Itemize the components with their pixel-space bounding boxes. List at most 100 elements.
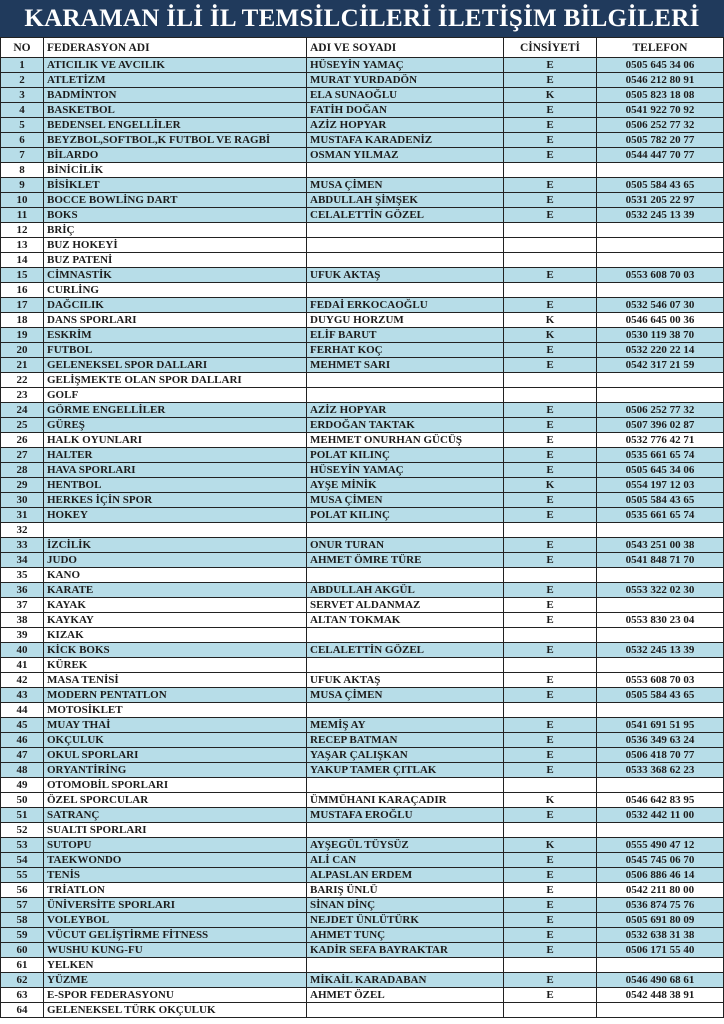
gender-cell	[503, 372, 597, 388]
gender-cell	[503, 627, 597, 643]
table-row: 44 MOTOSİKLET	[0, 702, 724, 718]
federation-name-cell: E-SPOR FEDERASYONU	[43, 987, 307, 1003]
representative-name-cell: SERVET ALDANMAZ	[306, 597, 504, 613]
federation-name-cell: HAVA SPORLARI	[43, 462, 307, 478]
gender-cell: E	[503, 807, 597, 823]
gender-cell: K	[503, 87, 597, 103]
phone-number-cell: 0554 197 12 03	[596, 477, 724, 493]
gender-cell	[503, 252, 597, 268]
gender-cell: E	[503, 927, 597, 943]
table-row: 1 ATICILIK VE AVCILIK HÜSEYİN YAMAÇ E 0505 6…	[0, 57, 724, 73]
federation-name-cell: BASKETBOL	[43, 102, 307, 118]
phone-number-cell: 0506 171 55 40	[596, 942, 724, 958]
header-federation: FEDERASYON ADI	[43, 37, 307, 58]
table-row: 64 GELENEKSEL TÜRK OKÇULUK	[0, 1002, 724, 1018]
phone-number-cell: 0541 922 70 92	[596, 102, 724, 118]
representative-name-cell: ÜMMÜHANI KARAÇADIR	[306, 792, 504, 808]
row-no-cell: 61	[0, 957, 44, 973]
row-no-cell: 42	[0, 672, 44, 688]
phone-number-cell	[596, 567, 724, 583]
representative-name-cell	[306, 1002, 504, 1018]
table-row: 12 BRİÇ	[0, 222, 724, 238]
table-row: 54 TAEKWONDO ALİ CAN E 0545 745 06 70	[0, 852, 724, 868]
row-no-cell: 4	[0, 102, 44, 118]
table-row: 46 OKÇULUK RECEP BATMAN E 0536 349 63 24	[0, 732, 724, 748]
gender-cell: E	[503, 117, 597, 133]
gender-cell: E	[503, 447, 597, 463]
federation-name-cell: ATLETİZM	[43, 72, 307, 88]
representative-name-cell: POLAT KILINÇ	[306, 507, 504, 523]
table-row: 20 FUTBOL FERHAT KOÇ E 0532 220 22 14	[0, 342, 724, 358]
federation-name-cell: YÜZME	[43, 972, 307, 988]
table-row: 56 TRİATLON BARIŞ ÜNLÜ E 0542 211 80 00	[0, 882, 724, 898]
federation-name-cell: GELENEKSEL SPOR DALLARI	[43, 357, 307, 373]
table-row: 32	[0, 522, 724, 538]
table-row: 23 GOLF	[0, 387, 724, 403]
federation-name-cell: GELİŞMEKTE OLAN SPOR DALLARI	[43, 372, 307, 388]
table-row: 19 ESKRİM ELİF BARUT K 0530 119 38 70	[0, 327, 724, 343]
phone-number-cell: 0541 691 51 95	[596, 717, 724, 733]
phone-number-cell: 0536 874 75 76	[596, 897, 724, 913]
table-row: 51 SATRANÇ MUSTAFA EROĞLU E 0532 442 11 00	[0, 807, 724, 823]
representative-name-cell: FATİH DOĞAN	[306, 102, 504, 118]
phone-number-cell	[596, 252, 724, 268]
representative-name-cell: UFUK AKTAŞ	[306, 672, 504, 688]
table-body: 1 ATICILIK VE AVCILIK HÜSEYİN YAMAÇ E 0505 6…	[0, 57, 724, 1018]
row-no-cell: 47	[0, 747, 44, 763]
representative-name-cell	[306, 222, 504, 238]
federation-name-cell: SUALTI SPORLARI	[43, 822, 307, 838]
gender-cell	[503, 702, 597, 718]
table-row: 53 SUTOPU AYŞEGÜL TÜYSÜZ K 0555 490 47 12	[0, 837, 724, 853]
federation-name-cell: ATICILIK VE AVCILIK	[43, 57, 307, 73]
representative-name-cell: MUSA ÇİMEN	[306, 492, 504, 508]
row-no-cell: 36	[0, 582, 44, 598]
phone-number-cell	[596, 522, 724, 538]
table-row: 43 MODERN PENTATLON MUSA ÇİMEN E 0505 584 43…	[0, 687, 724, 703]
gender-cell	[503, 522, 597, 538]
table-row: 63 E-SPOR FEDERASYONU AHMET ÖZEL E 0542 448 …	[0, 987, 724, 1003]
gender-cell: E	[503, 462, 597, 478]
phone-number-cell	[596, 162, 724, 178]
table-row: 13 BUZ HOKEYİ	[0, 237, 724, 253]
table-row: 42 MASA TENİSİ UFUK AKTAŞ E 0553 608 70 03	[0, 672, 724, 688]
gender-cell: E	[503, 432, 597, 448]
row-no-cell: 51	[0, 807, 44, 823]
representative-name-cell: ELİF BARUT	[306, 327, 504, 343]
representative-name-cell	[306, 822, 504, 838]
table-row: 52 SUALTI SPORLARI	[0, 822, 724, 838]
representative-name-cell	[306, 567, 504, 583]
table-row: 58 VOLEYBOL NEJDET ÜNLÜTÜRK E 0505 691 80 09	[0, 912, 724, 928]
representative-name-cell: MİKAİL KARADABAN	[306, 972, 504, 988]
gender-cell: E	[503, 942, 597, 958]
phone-number-cell: 0546 490 68 61	[596, 972, 724, 988]
gender-cell: E	[503, 297, 597, 313]
phone-number-cell: 0532 776 42 71	[596, 432, 724, 448]
row-no-cell: 15	[0, 267, 44, 283]
row-no-cell: 12	[0, 222, 44, 238]
gender-cell: E	[503, 342, 597, 358]
table-row: 33 İZCİLİK ONUR TURAN E 0543 251 00 38	[0, 537, 724, 553]
row-no-cell: 35	[0, 567, 44, 583]
representative-name-cell	[306, 282, 504, 298]
phone-number-cell: 0506 418 70 77	[596, 747, 724, 763]
table-row: 2 ATLETİZM MURAT YURDADÖN E 0546 212 80 91	[0, 72, 724, 88]
row-no-cell: 24	[0, 402, 44, 418]
gender-cell: E	[503, 882, 597, 898]
phone-number-cell: 0532 220 22 14	[596, 342, 724, 358]
phone-number-cell: 0532 245 13 39	[596, 207, 724, 223]
federation-name-cell: JUDO	[43, 552, 307, 568]
representative-name-cell	[306, 522, 504, 538]
representative-name-cell	[306, 162, 504, 178]
gender-cell: E	[503, 852, 597, 868]
table-row: 57 ÜNİVERSİTE SPORLARI SİNAN DİNÇ E 0536 874…	[0, 897, 724, 913]
row-no-cell: 13	[0, 237, 44, 253]
representative-name-cell	[306, 702, 504, 718]
phone-number-cell	[596, 657, 724, 673]
row-no-cell: 57	[0, 897, 44, 913]
gender-cell: E	[503, 597, 597, 613]
table-row: 7 BİLARDO OSMAN YILMAZ E 0544 447 70 77	[0, 147, 724, 163]
phone-number-cell: 0505 584 43 65	[596, 687, 724, 703]
row-no-cell: 21	[0, 357, 44, 373]
representative-name-cell: MEHMET ONURHAN GÜCÜŞ	[306, 432, 504, 448]
contacts-table: NO FEDERASYON ADI ADI VE SOYADI CİNSİYET…	[0, 37, 724, 1018]
